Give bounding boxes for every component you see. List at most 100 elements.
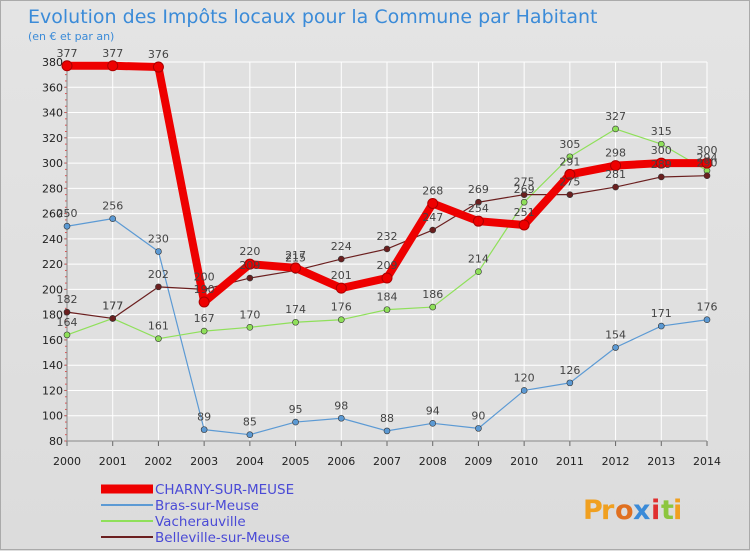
data-label: 290: [697, 157, 718, 170]
data-label: 88: [380, 412, 394, 425]
data-point: [566, 153, 574, 161]
axes: 80 100 120 140 160 180 200 220 240 260 280 300 320 34…: [42, 56, 721, 468]
data-point: [246, 431, 254, 438]
data-point: [472, 215, 484, 227]
data-label: 376: [148, 48, 169, 61]
data-point: [152, 61, 164, 73]
data-label: 167: [194, 312, 215, 325]
data-point: [657, 322, 665, 330]
y-tick-label: 320: [42, 132, 63, 145]
data-label: 254: [468, 202, 489, 215]
y-tick-label: 260: [42, 208, 63, 221]
logo-letter: i: [673, 495, 682, 526]
x-tick-label: 2008: [419, 455, 447, 468]
data-point: [518, 219, 530, 231]
data-label: 250: [57, 207, 78, 220]
legend-label: Belleville-sur-Meuse: [155, 530, 290, 546]
x-tick-label: 2012: [602, 455, 630, 468]
data-point: [566, 379, 574, 387]
x-tick-label: 2014: [693, 455, 721, 468]
y-tick-label: 240: [42, 233, 63, 246]
data-label: 232: [377, 230, 398, 243]
y-tick-label: 300: [42, 157, 63, 170]
data-point: [109, 215, 117, 222]
data-label: 251: [514, 206, 535, 219]
data-point: [107, 60, 119, 72]
data-label: 89: [197, 411, 211, 424]
data-point: [564, 168, 576, 180]
data-point: [292, 418, 299, 426]
y-tick-label: 200: [42, 283, 63, 296]
series-layer: [61, 60, 713, 438]
data-point: [63, 331, 71, 339]
data-point: [520, 198, 528, 206]
data-label: 184: [377, 291, 398, 304]
x-tick-label: 2011: [556, 455, 584, 468]
data-point: [475, 268, 482, 276]
data-point: [520, 387, 528, 394]
data-label: 90: [471, 409, 485, 422]
x-tick-label: 2013: [647, 455, 675, 468]
y-tick-label: 80: [49, 435, 63, 448]
data-label: 174: [285, 303, 306, 316]
data-point: [520, 191, 528, 198]
data-point: [475, 198, 482, 206]
data-label: 315: [651, 125, 672, 138]
data-point: [612, 344, 619, 351]
data-label: 161: [148, 320, 169, 333]
data-point: [246, 274, 254, 282]
data-label: 202: [148, 268, 169, 281]
data-point: [63, 308, 71, 316]
data-label: 269: [468, 183, 489, 196]
data-label: 171: [651, 307, 672, 320]
x-tick-label: 2009: [464, 455, 492, 468]
data-label: 120: [514, 371, 535, 384]
data-label: 170: [239, 308, 260, 321]
data-label: 294: [697, 152, 718, 165]
data-label: 209: [239, 259, 260, 272]
y-tick-label: 280: [42, 182, 63, 195]
logo-letter: t: [661, 495, 674, 526]
data-label: 215: [285, 251, 306, 264]
data-point: [475, 425, 482, 432]
data-label: 154: [605, 329, 626, 342]
data-label: 200: [194, 270, 215, 283]
data-point: [612, 183, 619, 191]
data-point: [337, 414, 345, 422]
data-label: 300: [651, 144, 672, 157]
legend-label: Bras-sur-Meuse: [155, 498, 259, 514]
data-label: 230: [148, 233, 169, 246]
data-label: 94: [426, 404, 440, 417]
data-label: 186: [422, 288, 443, 301]
data-point: [703, 172, 711, 179]
data-point: [381, 272, 393, 284]
data-label: 164: [57, 316, 78, 329]
x-tick-label: 2000: [53, 455, 81, 468]
data-label: 214: [468, 253, 489, 266]
data-label: 300: [697, 144, 718, 157]
data-label: 305: [559, 138, 580, 151]
logo-letter: P: [583, 495, 603, 526]
x-tick-label: 2007: [373, 455, 401, 468]
data-point: [657, 140, 665, 148]
data-label: 275: [559, 176, 580, 189]
data-point: [383, 306, 391, 313]
data-point: [429, 226, 437, 234]
legend-label: CHARNY-SUR-MEUSE: [155, 482, 294, 498]
data-label: 224: [331, 240, 352, 253]
data-label: 95: [289, 403, 303, 416]
x-tick-label: 2001: [99, 455, 127, 468]
data-label: 98: [334, 399, 348, 412]
data-label: 177: [102, 299, 123, 312]
data-label: 327: [605, 110, 626, 123]
data-point: [200, 426, 208, 433]
data-label: 126: [559, 364, 580, 377]
data-label: 209: [377, 259, 398, 272]
data-label: 201: [331, 269, 352, 282]
data-point: [383, 427, 391, 435]
x-tick-label: 2002: [144, 455, 172, 468]
data-point: [155, 248, 162, 255]
data-label: 256: [102, 200, 123, 213]
data-label: 377: [102, 47, 123, 60]
data-point: [155, 283, 162, 291]
